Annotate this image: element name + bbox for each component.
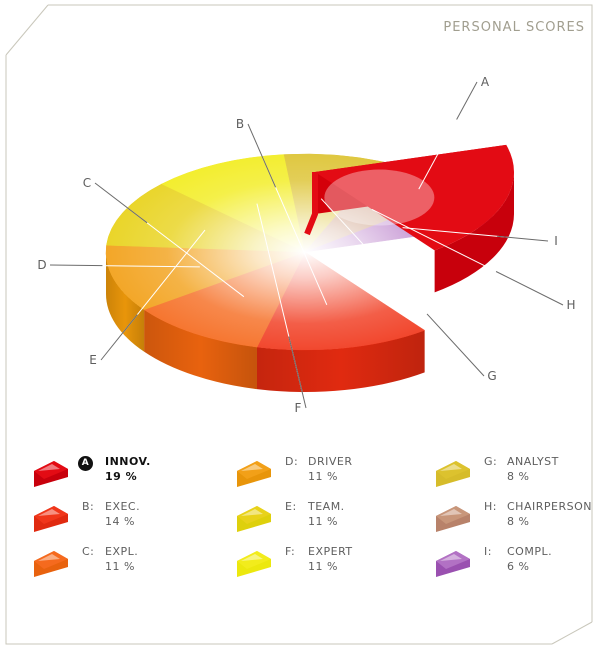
leader-line-outer-h <box>495 271 564 306</box>
legend-swatch-b <box>34 506 68 532</box>
legend-item-g[interactable]: G: ANALYST 8 % <box>432 455 607 495</box>
leader-line-outer-f <box>288 336 307 409</box>
legend-swatch-e <box>237 506 271 532</box>
slice-label-g: G <box>487 369 496 383</box>
legend-swatch-a <box>34 461 68 487</box>
leader-line-outer-i <box>497 235 549 242</box>
slice-label-i: I <box>554 234 558 248</box>
legend-value-h: 8 % <box>507 515 530 528</box>
leader-line-outer-d <box>49 264 103 267</box>
pie-slice-a <box>315 144 514 251</box>
legend-value-b: 14 % <box>105 515 135 528</box>
pie-side-a <box>434 172 514 293</box>
legend-name-b: EXEC. <box>105 500 141 513</box>
legend-letter-f: F: <box>285 545 296 558</box>
legend-swatch-f <box>237 551 271 577</box>
legend-swatch-c <box>34 551 68 577</box>
panel-title: PERSONAL SCORES <box>443 20 585 35</box>
legend-value-g: 8 % <box>507 470 530 483</box>
pie-exploded-slice <box>304 144 514 293</box>
legend-item-h[interactable]: H: CHAIRPERSON 8 % <box>432 500 607 540</box>
leader-line-outer-c <box>94 182 148 224</box>
legend-value-a: 19 % <box>105 470 138 483</box>
legend-value-e: 11 % <box>308 515 338 528</box>
legend-letter-a: A <box>78 456 93 471</box>
leader-line-outer-e <box>100 314 138 361</box>
pie-exploded-glow <box>324 169 435 226</box>
legend-swatch-i <box>436 551 470 577</box>
legend-name-d: DRIVER <box>308 455 353 468</box>
legend-name-a: INNOV. <box>105 455 151 468</box>
legend-letter-h: H: <box>484 500 497 513</box>
legend-letter-g: G: <box>484 455 498 468</box>
legend-name-c: EXPL. <box>105 545 139 558</box>
legend-item-b[interactable]: B: EXEC. 14 % <box>30 500 230 540</box>
legend-swatch-h <box>436 506 470 532</box>
leader-line-outer-b <box>247 123 277 188</box>
legend-name-g: ANALYST <box>507 455 559 468</box>
legend-item-d[interactable]: D: DRIVER 11 % <box>233 455 433 495</box>
legend-name-i: COMPL. <box>507 545 553 558</box>
legend-item-c[interactable]: C: EXPL. 11 % <box>30 545 230 585</box>
legend-item-f[interactable]: F: EXPERT 11 % <box>233 545 433 585</box>
slice-label-h: H <box>566 298 575 312</box>
leader-line-outer-a <box>456 81 478 120</box>
slice-label-f: F <box>295 401 302 415</box>
legend-letter-c: C: <box>82 545 95 558</box>
legend-item-a[interactable]: A INNOV. 19 % <box>30 455 230 495</box>
legend-value-i: 6 % <box>507 560 530 573</box>
legend-item-i[interactable]: I: COMPL. 6 % <box>432 545 607 585</box>
legend-letter-e: E: <box>285 500 297 513</box>
legend-value-f: 11 % <box>308 560 338 573</box>
leader-line-outer-g <box>426 313 485 377</box>
pie-leaders <box>49 81 564 409</box>
legend-value-c: 11 % <box>105 560 135 573</box>
slice-label-e: E <box>89 353 97 367</box>
legend-letter-i: I: <box>484 545 492 558</box>
legend-letter-b: B: <box>82 500 95 513</box>
legend-swatch-d <box>237 461 271 487</box>
slice-label-d: D <box>37 258 46 272</box>
legend-name-h: CHAIRPERSON <box>507 500 592 513</box>
legend-name-f: EXPERT <box>308 545 353 558</box>
legend-item-e[interactable]: E: TEAM. 11 % <box>233 500 433 540</box>
slice-label-a: A <box>481 75 490 89</box>
slice-label-c: C <box>83 176 91 190</box>
pie-labels: A B C D E F G H I <box>37 75 575 415</box>
legend-name-e: TEAM. <box>308 500 345 513</box>
pie-stem-a <box>304 172 318 236</box>
legend-letter-d: D: <box>285 455 299 468</box>
slice-label-b: B <box>236 117 244 131</box>
legend-swatch-g <box>436 461 470 487</box>
legend-value-d: 11 % <box>308 470 338 483</box>
